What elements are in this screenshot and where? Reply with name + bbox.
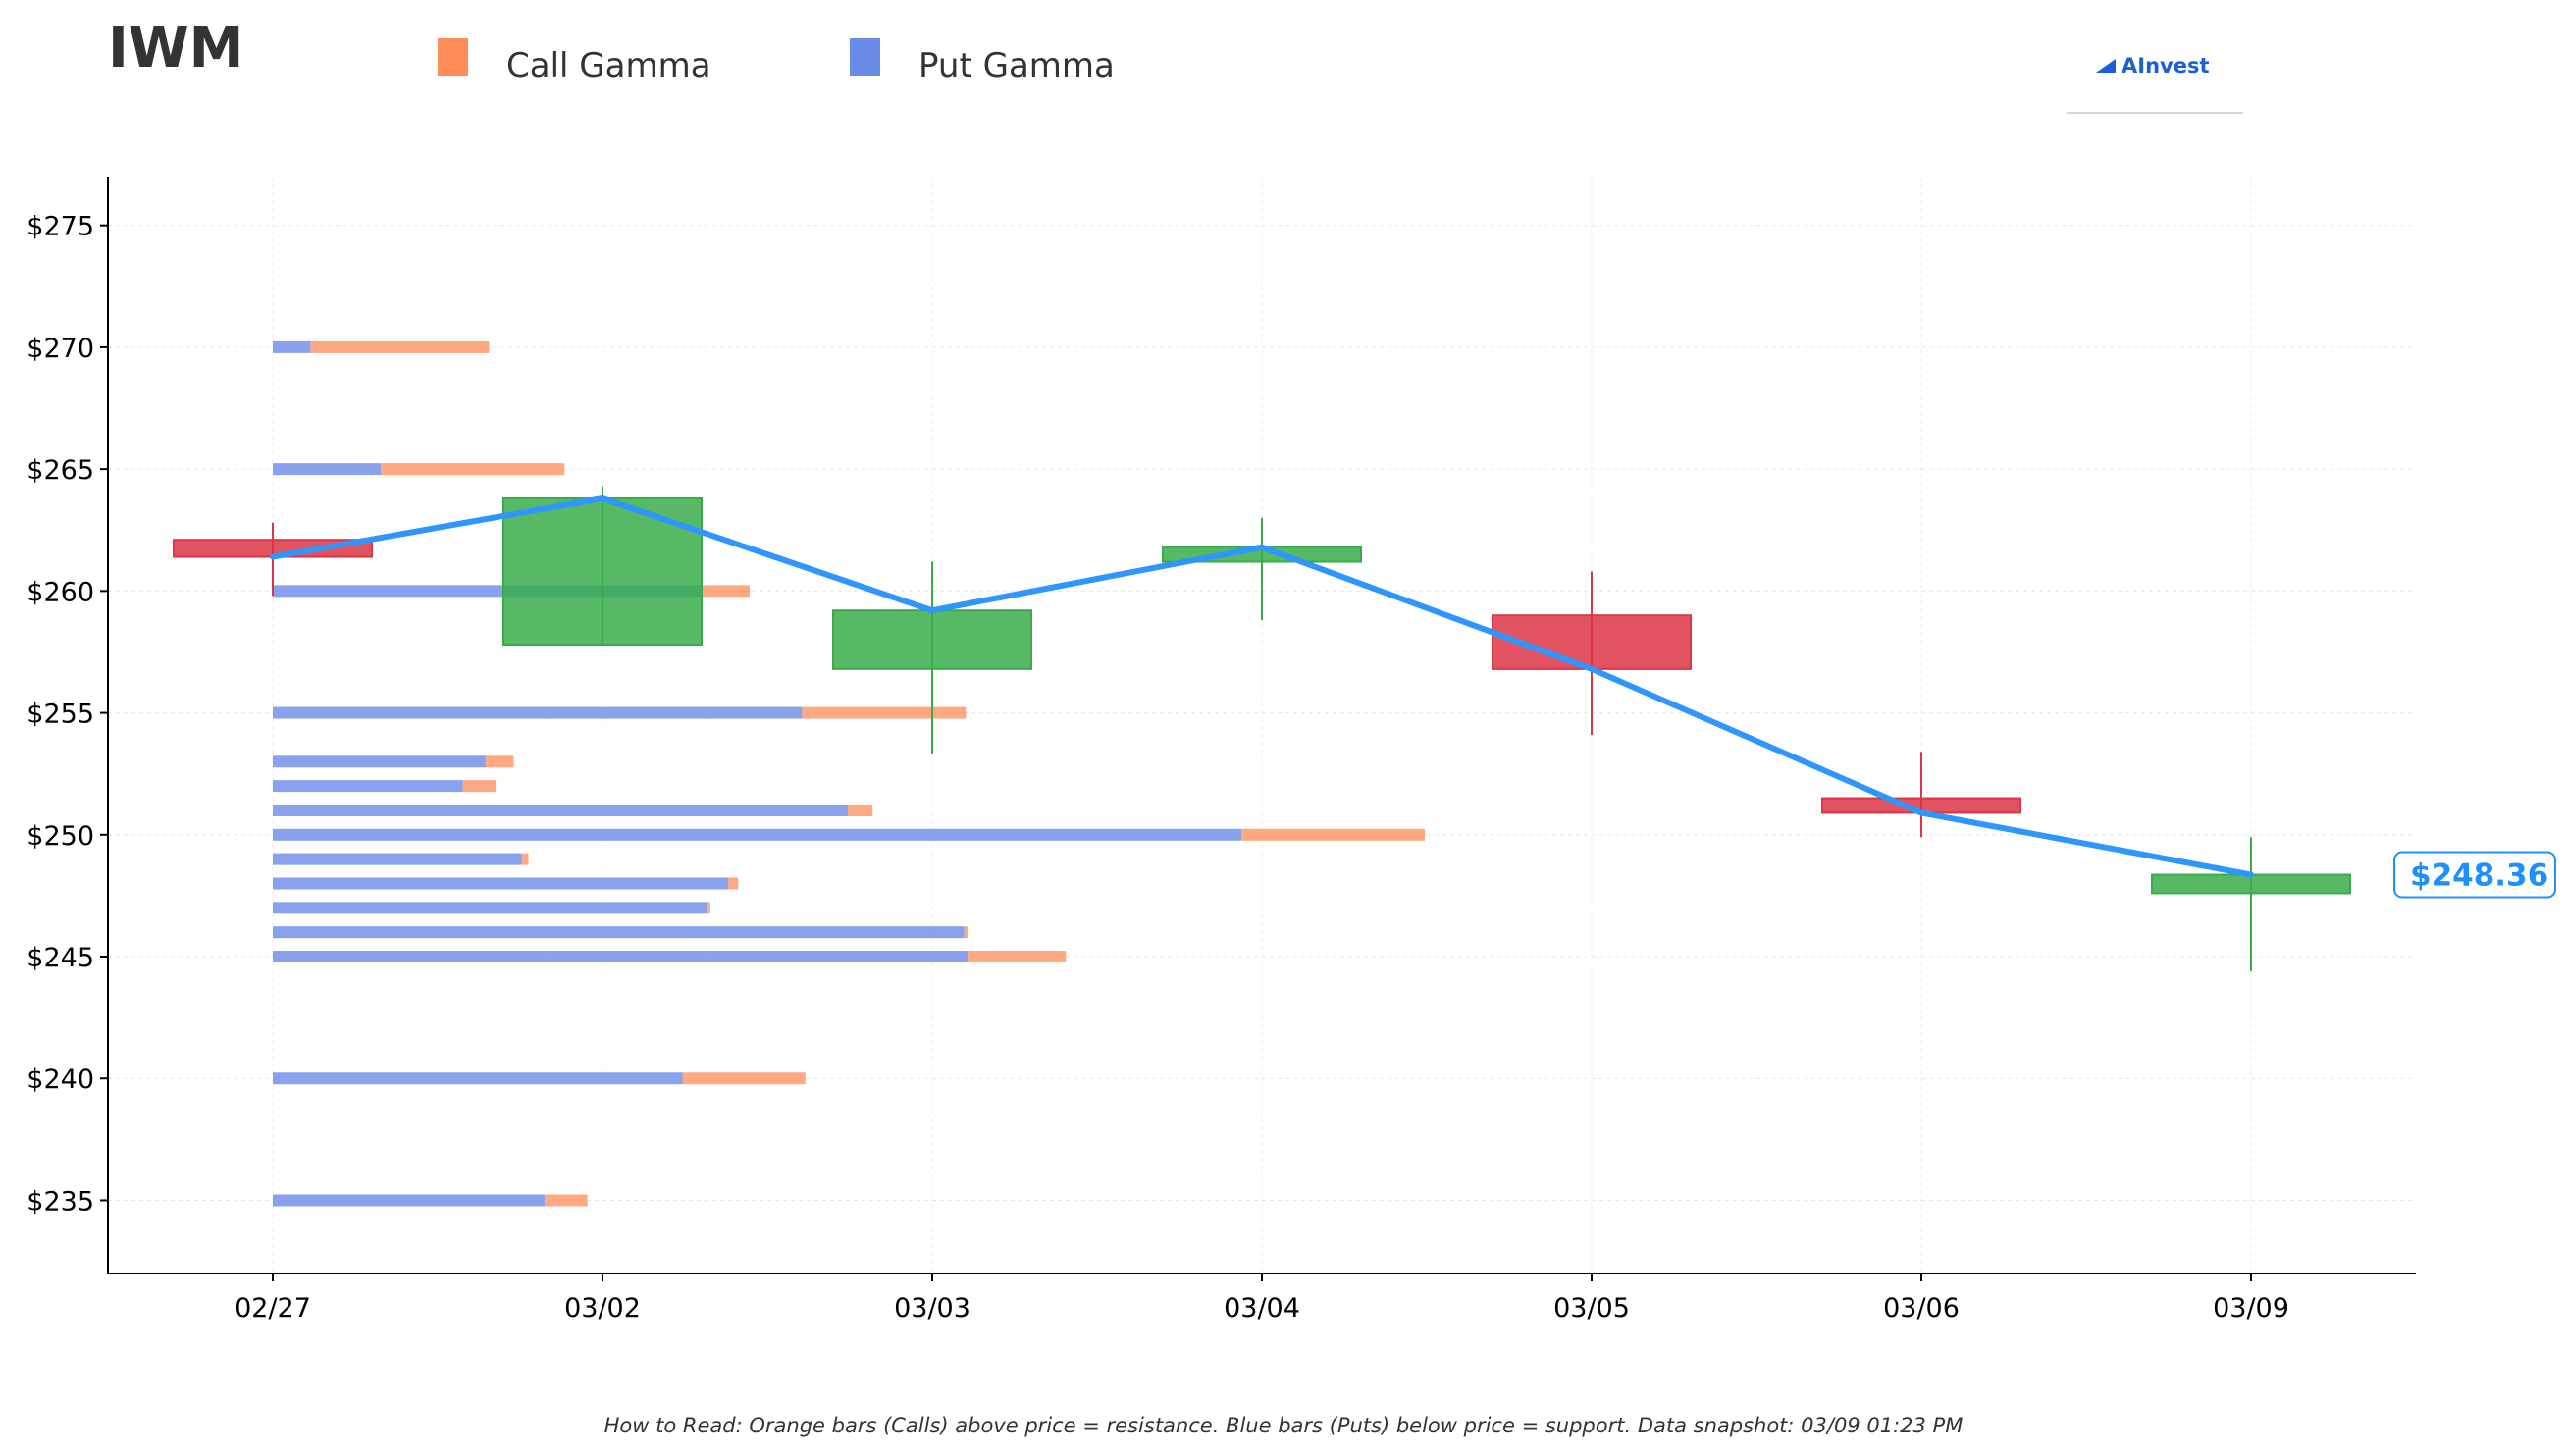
brand-logo: AInvest — [2067, 54, 2243, 114]
ticker-title: IWM — [108, 17, 243, 80]
x-tick-label: 03/09 — [2213, 1293, 2289, 1324]
close-price-line — [270, 494, 2254, 878]
brand-mark-icon — [2096, 59, 2116, 73]
call-gamma-bar — [310, 340, 490, 353]
y-tick-label: $250 — [26, 821, 94, 852]
y-tick-labels: $235 $240 $245 $250 $255 $260 $265 $270 $275 — [26, 212, 108, 1217]
how-to-read-note: How to Read: Orange bars (Calls) above p… — [604, 1414, 1964, 1437]
y-tick-label: $270 — [26, 334, 94, 364]
legend-put-label: Put Gamma — [918, 46, 1115, 85]
put-gamma-bar — [273, 706, 803, 719]
last-price-box — [2393, 851, 2556, 899]
legend-call-swatch — [438, 38, 468, 76]
call-gamma-bar — [462, 780, 497, 793]
candle-body — [832, 609, 1032, 670]
put-gamma-bar — [273, 804, 849, 816]
y-tick-label: $240 — [26, 1065, 94, 1095]
put-gamma-bar — [273, 877, 729, 890]
last-price-label: $248.36 — [2410, 858, 2548, 894]
call-gamma-bar — [1240, 828, 1426, 841]
put-gamma-bar — [273, 902, 707, 914]
put-gamma-bar — [273, 780, 463, 793]
legend-put-swatch — [850, 38, 880, 76]
put-gamma-bar — [273, 853, 522, 865]
x-tick-label: 03/06 — [1883, 1293, 1960, 1324]
brand-text: AInvest — [2122, 54, 2210, 78]
last-price-tag: $248.36 — [2393, 851, 2556, 899]
call-gamma-bar — [521, 853, 529, 865]
y-tick-label: $265 — [26, 455, 94, 486]
gamma-bars — [273, 340, 1426, 1207]
x-tick-label: 03/05 — [1553, 1293, 1630, 1324]
put-gamma-bar — [273, 1194, 546, 1207]
put-gamma-bar — [273, 1072, 683, 1085]
x-tick-label: 03/03 — [894, 1293, 970, 1324]
call-gamma-bar — [964, 926, 969, 939]
put-gamma-bar — [273, 463, 382, 476]
call-gamma-bar — [728, 877, 739, 890]
x-tick-labels: 02/27 03/02 03/03 03/04 03/05 03/06 03/09 — [235, 1274, 2289, 1324]
y-tick-label: $255 — [26, 700, 94, 730]
y-tick-label: $275 — [26, 212, 94, 242]
put-gamma-bar — [273, 340, 311, 353]
call-gamma-bar — [707, 902, 710, 914]
legend-call-label: Call Gamma — [506, 46, 711, 85]
call-gamma-bar — [968, 951, 1067, 963]
x-tick-label: 03/02 — [564, 1293, 641, 1324]
close-line — [270, 494, 2254, 878]
call-gamma-bar — [486, 755, 514, 768]
candlesticks — [173, 486, 2351, 971]
x-tick-label: 02/27 — [235, 1293, 311, 1324]
put-gamma-bar — [273, 951, 969, 963]
axes — [107, 177, 2416, 1274]
call-gamma-bar — [702, 585, 750, 598]
call-gamma-bar — [381, 463, 565, 476]
grid — [108, 177, 2416, 1274]
x-tick-label: 03/04 — [1224, 1293, 1300, 1324]
call-gamma-bar — [682, 1072, 806, 1085]
y-tick-label: $245 — [26, 943, 94, 973]
call-gamma-bar — [802, 706, 967, 719]
put-gamma-bar — [273, 926, 965, 939]
call-gamma-bar — [848, 804, 873, 816]
call-gamma-bar — [545, 1194, 588, 1207]
y-tick-label: $235 — [26, 1186, 94, 1217]
y-tick-label: $260 — [26, 577, 94, 607]
put-gamma-bar — [273, 755, 487, 768]
put-gamma-bar — [273, 828, 1241, 841]
